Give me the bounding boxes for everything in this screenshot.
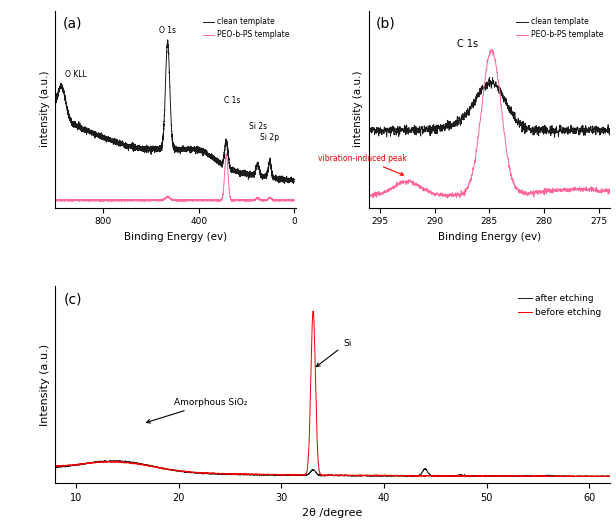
- PEO-b-PS template: [290, 197, 298, 203]
- PEO-b-PS template: [390, 183, 397, 189]
- PEO-b-PS template: [488, 46, 496, 53]
- X-axis label: 2θ /degree: 2θ /degree: [302, 509, 363, 518]
- Y-axis label: intensity (a.u.): intensity (a.u.): [40, 71, 50, 147]
- Text: C 1s: C 1s: [224, 96, 241, 105]
- before etching: [596, 473, 603, 479]
- before etching: [309, 308, 317, 314]
- clean template: [152, 143, 160, 150]
- before etching: [115, 459, 123, 465]
- after etching: [148, 463, 155, 469]
- PEO-b-PS template: [365, 189, 373, 195]
- Text: vibration-induced peak: vibration-induced peak: [318, 154, 407, 175]
- clean template: [531, 129, 538, 135]
- Text: Si: Si: [317, 339, 351, 366]
- clean template: [558, 128, 565, 134]
- after etching: [107, 457, 115, 464]
- Line: PEO-b-PS template: PEO-b-PS template: [369, 49, 610, 198]
- after etching: [403, 473, 411, 479]
- PEO-b-PS template: [463, 185, 470, 192]
- before etching: [264, 471, 272, 477]
- clean template: [283, 176, 291, 183]
- clean template: [463, 113, 470, 119]
- PEO-b-PS template: [52, 197, 59, 203]
- Text: O 1s: O 1s: [159, 26, 176, 35]
- after etching: [264, 471, 272, 477]
- before etching: [606, 473, 614, 479]
- clean template: [290, 176, 298, 183]
- clean template: [551, 134, 558, 140]
- PEO-b-PS template: [606, 187, 614, 194]
- Line: after etching: after etching: [55, 460, 610, 476]
- Text: Amorphous SiO₂: Amorphous SiO₂: [147, 398, 247, 423]
- before etching: [52, 464, 59, 470]
- clean template: [365, 130, 373, 136]
- PEO-b-PS template: [471, 159, 479, 165]
- PEO-b-PS template: [222, 151, 230, 157]
- X-axis label: Binding Energy (ev): Binding Energy (ev): [124, 232, 227, 242]
- clean template: [281, 180, 288, 186]
- PEO-b-PS template: [531, 189, 538, 195]
- clean template: [554, 128, 561, 134]
- clean template: [471, 102, 479, 109]
- Text: (c): (c): [64, 292, 83, 306]
- Text: (a): (a): [63, 16, 82, 30]
- after etching: [536, 473, 543, 479]
- before etching: [405, 473, 412, 479]
- clean template: [390, 125, 397, 131]
- PEO-b-PS template: [225, 183, 233, 190]
- Line: PEO-b-PS template: PEO-b-PS template: [55, 154, 294, 202]
- PEO-b-PS template: [283, 197, 291, 203]
- PEO-b-PS template: [152, 198, 160, 204]
- Legend: clean template, PEO-b-PS template: clean template, PEO-b-PS template: [513, 14, 606, 42]
- after etching: [606, 473, 614, 479]
- Text: (b): (b): [376, 16, 395, 30]
- Legend: after etching, before etching: after etching, before etching: [515, 291, 606, 321]
- Y-axis label: Intensity (a.u.): Intensity (a.u.): [40, 344, 50, 426]
- Line: clean template: clean template: [369, 78, 610, 137]
- PEO-b-PS template: [68, 199, 75, 205]
- clean template: [52, 100, 59, 107]
- PEO-b-PS template: [154, 197, 161, 203]
- Line: before etching: before etching: [55, 311, 610, 476]
- after etching: [596, 473, 603, 479]
- clean template: [154, 147, 161, 153]
- PEO-b-PS template: [271, 197, 278, 203]
- PEO-b-PS template: [165, 194, 172, 200]
- clean template: [606, 129, 614, 135]
- after etching: [288, 472, 296, 478]
- Line: clean template: clean template: [55, 40, 294, 183]
- Legend: clean template, PEO-b-PS template: clean template, PEO-b-PS template: [200, 14, 293, 42]
- Text: Si 2p: Si 2p: [260, 133, 279, 142]
- Text: C 1s: C 1s: [457, 39, 478, 49]
- clean template: [225, 157, 233, 163]
- Text: O KLL: O KLL: [65, 70, 87, 79]
- after etching: [115, 458, 123, 464]
- clean template: [165, 57, 172, 63]
- Y-axis label: intensity (a.u.): intensity (a.u.): [353, 71, 363, 147]
- clean template: [164, 37, 171, 43]
- X-axis label: Binding Energy (ev): Binding Energy (ev): [438, 232, 541, 242]
- PEO-b-PS template: [558, 189, 565, 195]
- Text: Si 2s: Si 2s: [248, 122, 267, 131]
- clean template: [271, 174, 278, 180]
- before etching: [288, 472, 296, 478]
- after etching: [52, 464, 59, 470]
- before etching: [148, 463, 155, 469]
- before etching: [536, 473, 543, 479]
- PEO-b-PS template: [444, 195, 452, 201]
- PEO-b-PS template: [554, 186, 561, 192]
- clean template: [486, 74, 493, 81]
